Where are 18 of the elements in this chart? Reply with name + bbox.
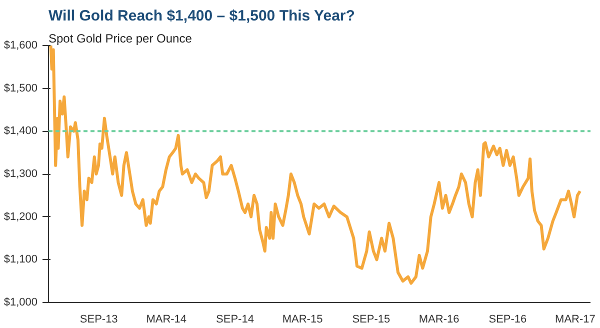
chart-title: Will Gold Reach $1,400 – $1,500 This Year? <box>48 8 355 24</box>
y-tick-label: $1,600 <box>4 40 38 52</box>
x-tick-label: MAR-16 <box>418 314 460 326</box>
line-series <box>48 46 582 285</box>
y-tick-label: $1,000 <box>4 296 38 308</box>
x-tick-label: SEP-14 <box>216 314 254 326</box>
x-tick-label: MAR-14 <box>146 314 187 326</box>
x-tick-label: SEP-16 <box>488 314 527 326</box>
x-tick-label: MAR-15 <box>282 314 323 326</box>
y-tick-label: $1,400 <box>4 125 38 138</box>
y-tick-label: $1,500 <box>4 82 38 94</box>
y-tick-label: $1,200 <box>4 210 38 223</box>
x-tick-label: SEP-13 <box>80 314 118 326</box>
x-tick-label: MAR-17 <box>555 314 596 326</box>
chart-subtitle: Spot Gold Price per Ounce <box>48 32 192 46</box>
y-tick-label: $1,100 <box>4 254 38 266</box>
y-tick-label: $1,300 <box>4 168 38 180</box>
x-tick-label: SEP-15 <box>352 314 390 326</box>
